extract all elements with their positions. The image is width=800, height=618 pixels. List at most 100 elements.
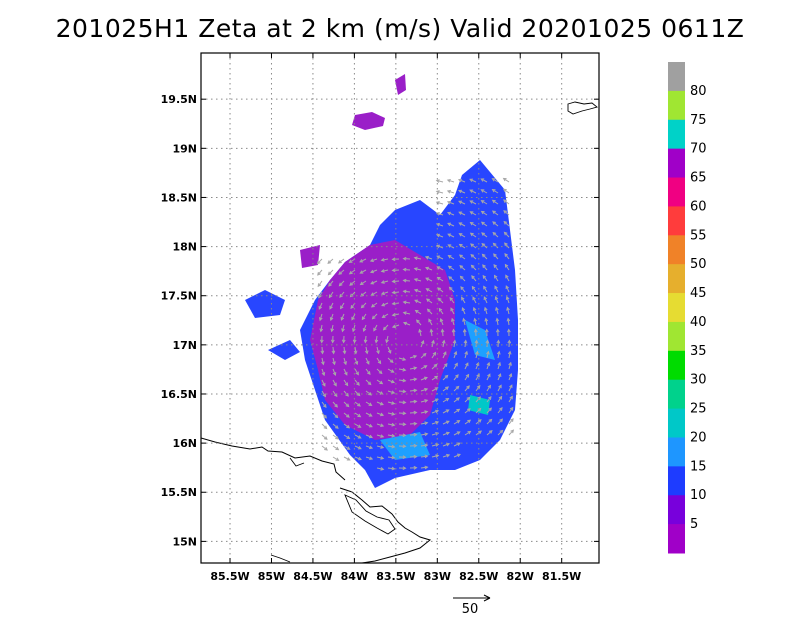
wind-vector-head — [327, 260, 332, 264]
wind-vector — [370, 280, 378, 285]
wind-vector-head — [466, 408, 471, 412]
colorbar-swatch — [668, 408, 685, 438]
colorbar-label: 15 — [690, 459, 707, 474]
wind-vector — [321, 368, 325, 376]
wind-vector — [442, 375, 449, 381]
colorbar-label: 30 — [690, 373, 707, 388]
wind-vector — [387, 412, 395, 415]
wind-vector — [416, 319, 422, 326]
wind-vector — [327, 258, 334, 264]
wind-vector-head — [497, 373, 502, 378]
wind-vector — [361, 302, 367, 309]
wind-vector — [497, 407, 503, 414]
wind-vector-head — [477, 396, 481, 401]
wind-vector-head — [487, 384, 491, 389]
wind-vector-head — [482, 274, 487, 279]
wind-vector — [321, 423, 327, 429]
wind-vector — [365, 434, 373, 438]
wind-vector — [354, 423, 361, 428]
wind-vector — [449, 297, 455, 304]
wind-vector-head — [344, 371, 348, 376]
wind-vector-head — [402, 289, 407, 294]
wind-vector-head — [510, 418, 514, 422]
wind-vector-head — [330, 328, 334, 333]
wind-vector — [449, 286, 455, 293]
wind-vector — [343, 445, 350, 450]
wind-vector — [464, 351, 468, 359]
wind-vector-head — [337, 259, 342, 264]
wind-vector — [317, 269, 323, 276]
wind-vector-head — [413, 465, 418, 470]
wind-vector-head — [469, 189, 474, 193]
wind-vector — [332, 434, 339, 440]
wind-vector-head — [504, 253, 508, 257]
wind-vector — [403, 279, 411, 282]
wind-vector-head — [456, 453, 461, 458]
wind-vector-head — [446, 200, 451, 205]
wind-vector-head — [366, 360, 370, 365]
wind-vector — [431, 410, 439, 414]
wind-vector — [442, 386, 449, 392]
wind-vector — [398, 379, 406, 382]
wind-vector — [387, 368, 394, 373]
wind-vector — [493, 264, 499, 271]
wind-vector-head — [369, 258, 374, 263]
vector-scale-arrowhead — [483, 594, 491, 602]
wind-vector-head — [357, 413, 362, 418]
wind-vector-head — [447, 265, 452, 270]
wind-vector-head — [491, 188, 496, 193]
wind-vector-head — [391, 279, 396, 284]
wind-vector-head — [370, 292, 375, 296]
wind-vector — [497, 418, 503, 425]
wind-vector-head — [391, 268, 396, 273]
wind-vector — [453, 431, 460, 436]
wind-vector — [442, 398, 449, 403]
wind-vector — [492, 199, 499, 205]
chart-title: 201025H1 Zeta at 2 km (m/s) Valid 202010… — [55, 14, 745, 43]
wind-vector-head — [492, 221, 497, 225]
wind-vector — [420, 365, 427, 370]
wind-vector-head — [352, 328, 356, 333]
wind-vector — [497, 373, 502, 381]
wind-vector — [321, 379, 326, 387]
wind-vector-head — [475, 350, 479, 355]
wind-vector-head — [458, 222, 463, 226]
wind-vector-head — [485, 339, 490, 344]
wind-vector-head — [445, 420, 450, 424]
wind-vector — [475, 340, 478, 348]
wind-vector — [442, 420, 450, 425]
wind-vector-head — [413, 288, 418, 293]
wind-vector — [464, 385, 470, 392]
wind-vector-head — [361, 316, 366, 321]
wind-vector-head — [413, 454, 418, 459]
wind-vector-head — [316, 260, 321, 265]
wind-vector-head — [376, 350, 380, 355]
wind-vector-head — [455, 385, 460, 390]
wind-vector-head — [470, 264, 475, 269]
wind-vector-head — [380, 291, 385, 296]
wind-vector-head — [492, 231, 497, 236]
wind-vector — [420, 433, 428, 436]
wind-vector-head — [402, 466, 407, 471]
wind-vector — [365, 368, 371, 375]
wind-vector — [354, 456, 362, 460]
x-tick-label: 83W — [424, 570, 451, 583]
wind-vector — [409, 355, 417, 359]
wind-vector — [475, 385, 481, 392]
wind-vector — [458, 200, 466, 205]
island-outline — [567, 101, 598, 115]
wind-vector — [387, 456, 395, 459]
wind-vector — [375, 335, 378, 343]
wind-vector — [431, 443, 439, 447]
wind-field-layer — [245, 74, 518, 488]
wind-vector — [497, 362, 501, 370]
wind-vector-head — [356, 381, 360, 386]
wind-vector — [376, 445, 384, 449]
wind-vector — [492, 232, 499, 238]
wind-vector — [382, 313, 389, 318]
vector-scale-label: 50 — [462, 602, 479, 617]
wind-vector-head — [357, 435, 362, 439]
colorbar-swatch — [668, 264, 685, 294]
wind-vector — [504, 264, 510, 271]
wind-vector-head — [466, 396, 471, 401]
